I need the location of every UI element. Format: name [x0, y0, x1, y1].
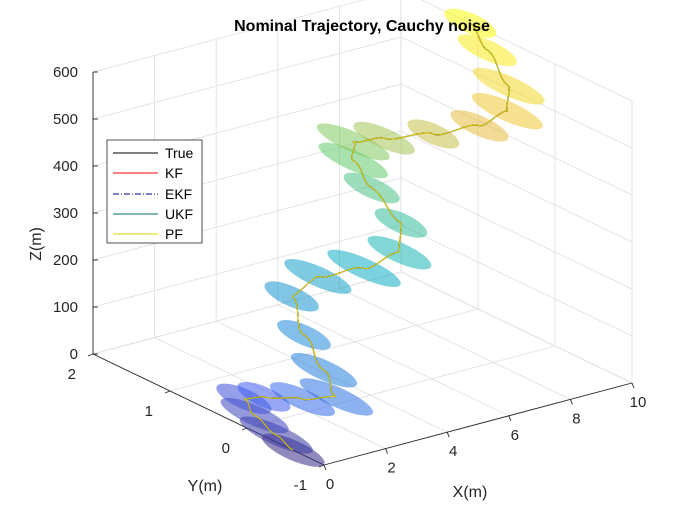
- x-tick-label: 8: [572, 410, 580, 427]
- x-tick-label: 10: [630, 394, 647, 411]
- backwall-gridline-z: [92, 0, 365, 73]
- y-tick-mark: [164, 390, 171, 394]
- sidewall-gridline-z: [400, 224, 633, 337]
- floor-gridline-y: [246, 345, 556, 429]
- x-axis-line: [323, 382, 633, 466]
- covariance-ellipse: [216, 383, 272, 414]
- backwall-gridline-z: [92, 177, 402, 261]
- floor-gridline-x: [339, 288, 571, 400]
- x-axis-label: X(m): [453, 484, 488, 501]
- z-tick-label: 400: [53, 158, 78, 175]
- x-tick-mark: [631, 382, 635, 389]
- chart-title: Nominal Trajectory, Cauchy noise: [234, 18, 490, 35]
- covariance-ellipse: [444, 8, 497, 38]
- x-tick-mark: [323, 464, 327, 471]
- legend-box: [106, 139, 203, 244]
- tick-labels: 0 2 4 6 8 10 -1 0 1 2 0 100 200 300 400 500 600: [53, 64, 646, 494]
- y-axis-label: Y(m): [188, 478, 223, 495]
- x-tick-mark: [385, 448, 389, 454]
- legend-label-true: True: [165, 145, 193, 161]
- x-tick-label: 0: [326, 476, 334, 493]
- z-tick-label: 100: [53, 299, 78, 316]
- sidewall-gridline-z: [420, 0, 633, 102]
- legend-label-kf: KF: [165, 165, 183, 181]
- covariance-ellipse: [264, 281, 319, 312]
- floor-gridline-y: [169, 308, 479, 392]
- backwall-gridline-z: [92, 271, 402, 355]
- legend: True KF EKF UKF PF: [106, 139, 203, 244]
- legend-label-ekf: EKF: [165, 186, 192, 202]
- z-tick-label: 0: [70, 346, 78, 363]
- y-tick-label: 2: [68, 366, 76, 383]
- z-axis-label: Z(m): [28, 227, 45, 261]
- sidewall-gridline-z: [400, 130, 633, 243]
- z-tick-label: 300: [53, 205, 78, 222]
- z-tick-label: 200: [53, 252, 78, 269]
- sidewall-gridline-z: [400, 271, 633, 384]
- floor-gridline-x: [277, 304, 509, 417]
- x-tick-mark: [446, 432, 450, 438]
- y-tick-label: 1: [145, 403, 153, 420]
- x-tick-label: 6: [511, 427, 519, 444]
- y-tick-mark: [87, 353, 94, 357]
- legend-label-ukf: UKF: [165, 206, 193, 222]
- backwall-gridline-z: [92, 36, 402, 120]
- x-tick-label: 2: [387, 460, 395, 477]
- backwall-gridline-z: [92, 224, 402, 308]
- covariance-ellipse: [367, 235, 432, 270]
- sidewall-gridline-z: [400, 177, 633, 290]
- z-tick-label: 500: [53, 111, 78, 128]
- y-tick-label: -1: [294, 477, 307, 494]
- y-tick-label: 0: [222, 440, 230, 457]
- x-tick-label: 4: [449, 443, 457, 460]
- trajectory-lines: [243, 22, 510, 451]
- z-tick-label: 600: [53, 64, 78, 81]
- x-tick-mark: [508, 415, 512, 421]
- sidewall-gridline-z: [400, 83, 633, 196]
- trajectory-line-pf: [243, 22, 510, 451]
- x-tick-mark: [569, 399, 573, 405]
- covariance-ellipse: [299, 378, 374, 416]
- legend-label-pf: PF: [165, 226, 183, 242]
